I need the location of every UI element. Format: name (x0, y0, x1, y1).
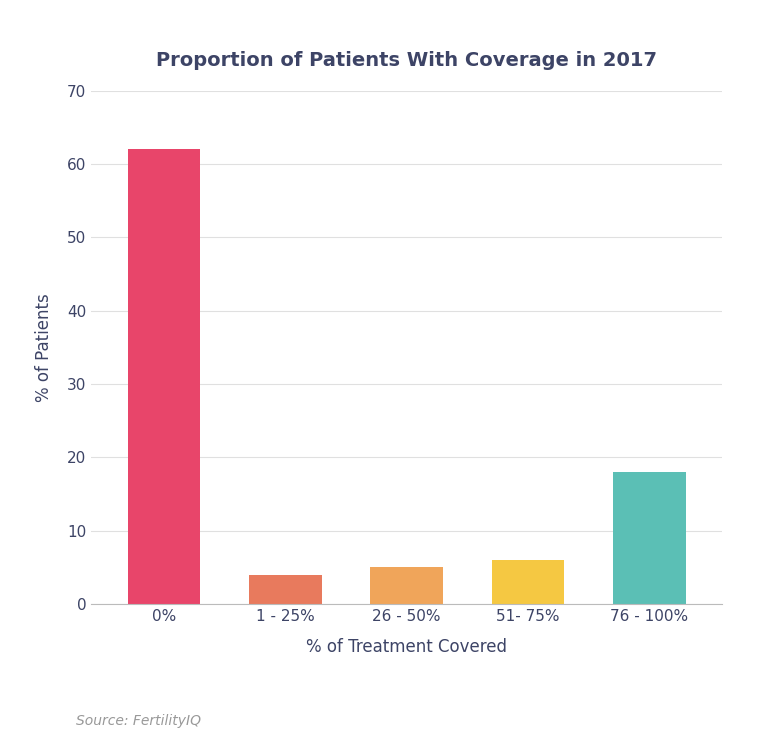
Bar (249, 575, 321, 604)
Text: Source: FertilityIQ: Source: FertilityIQ (76, 713, 201, 728)
Bar (370, 567, 443, 604)
X-axis label: % of Treatment Covered: % of Treatment Covered (306, 638, 507, 656)
Bar (613, 472, 686, 604)
Bar (492, 560, 564, 604)
Title: Proportion of Patients With Coverage in 2017: Proportion of Patients With Coverage in … (156, 51, 657, 69)
Y-axis label: % of Patients: % of Patients (35, 293, 53, 402)
Bar (128, 149, 201, 604)
